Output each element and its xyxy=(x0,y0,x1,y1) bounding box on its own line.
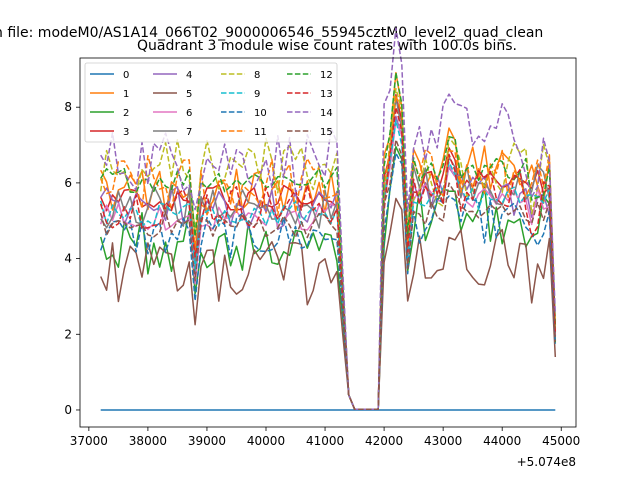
legend-label-12: 12 xyxy=(320,70,333,81)
series-14-line xyxy=(100,27,557,410)
x-tick-label: 37000 xyxy=(70,434,108,448)
legend-label-11: 11 xyxy=(254,127,267,138)
y-tick-label: 8 xyxy=(64,100,72,114)
y-tick-label: 4 xyxy=(64,252,72,266)
y-tick-label: 0 xyxy=(64,403,72,417)
chart-title: n file: modeM0/AS1A14_066T02_9000006546_… xyxy=(0,25,543,41)
legend-label-9: 9 xyxy=(254,89,260,100)
y-tick-label: 2 xyxy=(64,327,72,341)
legend-label-15: 15 xyxy=(320,127,333,138)
legend-label-8: 8 xyxy=(254,70,260,81)
legend-label-6: 6 xyxy=(186,108,192,119)
x-tick-label: 40000 xyxy=(247,434,285,448)
legend-label-10: 10 xyxy=(254,108,267,119)
legend-box xyxy=(84,62,338,143)
x-tick-label: 44000 xyxy=(483,434,521,448)
axes-frame xyxy=(79,57,577,428)
series-15-line xyxy=(99,138,557,410)
x-tick-label: 38000 xyxy=(129,434,167,448)
x-axis-offset-label: +5.074e8 xyxy=(517,455,576,469)
series-5-line xyxy=(100,197,557,410)
legend-label-14: 14 xyxy=(320,108,333,119)
series-9-line xyxy=(99,119,557,410)
x-axis: 37000 38000 39000 40000 41000 42000 43000 44000… xyxy=(70,427,580,448)
legend-label-2: 2 xyxy=(123,108,129,119)
legend-label-5: 5 xyxy=(186,89,192,100)
x-tick-label: 42000 xyxy=(365,434,403,448)
legend-label-1: 1 xyxy=(123,89,129,100)
y-tick-label: 6 xyxy=(64,176,72,190)
x-tick-label: 45000 xyxy=(542,434,580,448)
series-10-line xyxy=(99,152,557,410)
series-13-line xyxy=(99,106,557,410)
series-layer xyxy=(99,27,557,411)
legend-label-7: 7 xyxy=(186,127,192,138)
series-12-line xyxy=(100,71,557,410)
series-7-line xyxy=(100,97,557,410)
legend-label-3: 3 xyxy=(123,127,129,138)
x-tick-label: 41000 xyxy=(306,434,344,448)
legend-label-13: 13 xyxy=(320,89,333,100)
x-tick-label: 39000 xyxy=(188,434,226,448)
x-tick-label: 43000 xyxy=(424,434,462,448)
y-axis: 0 2 4 6 8 xyxy=(64,100,80,417)
legend-label-4: 4 xyxy=(186,70,192,81)
chart-subtitle: Quadrant 3 module wise count rates with … xyxy=(137,38,517,54)
legend-label-0: 0 xyxy=(123,70,129,81)
